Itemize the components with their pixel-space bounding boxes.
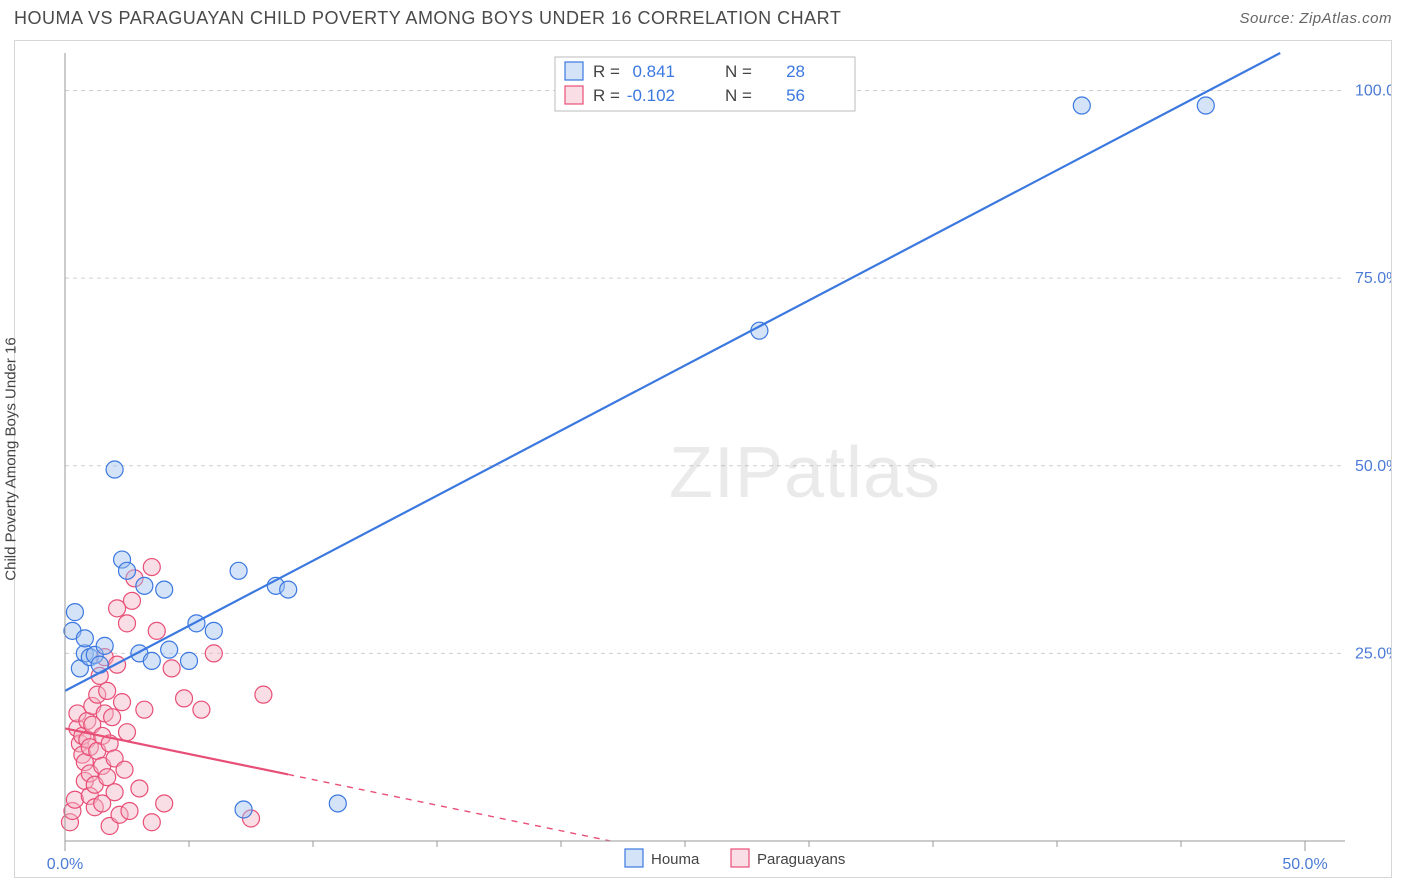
svg-text:50.0%: 50.0% <box>1282 856 1327 873</box>
legend-swatch <box>731 849 749 867</box>
data-point <box>106 461 123 478</box>
data-point <box>156 795 173 812</box>
data-point <box>148 622 165 639</box>
svg-text:N =: N = <box>725 86 752 105</box>
data-point <box>131 780 148 797</box>
data-point <box>119 724 136 741</box>
data-point <box>114 694 131 711</box>
data-point <box>116 761 133 778</box>
svg-text:25.0%: 25.0% <box>1355 645 1391 662</box>
data-point <box>161 641 178 658</box>
legend-label: Paraguayans <box>757 851 845 868</box>
data-point <box>181 652 198 669</box>
regression-line <box>65 53 1280 691</box>
svg-text:0.0%: 0.0% <box>47 856 83 873</box>
svg-text:R =: R = <box>593 62 620 81</box>
data-point <box>121 802 138 819</box>
data-point <box>66 604 83 621</box>
scatter-chart: 25.0% 50.0% 75.0% 100.0% ZIPatlas 0.0% 50.0% R … <box>15 41 1391 877</box>
data-point <box>104 709 121 726</box>
data-point <box>156 581 173 598</box>
data-point <box>136 577 153 594</box>
data-point <box>66 791 83 808</box>
data-point <box>106 784 123 801</box>
chart-container: Child Poverty Among Boys Under 16 25.0%5… <box>14 40 1392 878</box>
data-point <box>143 559 160 576</box>
data-point <box>109 600 126 617</box>
data-point <box>193 701 210 718</box>
data-point <box>99 682 116 699</box>
svg-text:100.0%: 100.0% <box>1355 83 1391 100</box>
data-point <box>205 645 222 662</box>
data-point <box>143 814 160 831</box>
data-point <box>119 562 136 579</box>
data-point <box>143 652 160 669</box>
data-point <box>255 686 272 703</box>
svg-text:-0.102: -0.102 <box>627 86 675 105</box>
data-point <box>235 801 252 818</box>
svg-text:50.0%: 50.0% <box>1355 458 1391 475</box>
svg-text:75.0%: 75.0% <box>1355 270 1391 287</box>
data-point <box>176 690 193 707</box>
legend-swatch <box>625 849 643 867</box>
data-point <box>136 701 153 718</box>
data-point <box>280 581 297 598</box>
data-point <box>163 660 180 677</box>
legend-label: Houma <box>651 851 700 868</box>
data-point <box>205 622 222 639</box>
y-axis-label: Child Poverty Among Boys Under 16 <box>3 337 20 580</box>
data-point <box>1073 97 1090 114</box>
data-point <box>76 630 93 647</box>
data-point <box>1197 97 1214 114</box>
svg-text:56: 56 <box>786 86 805 105</box>
chart-title: HOUMA VS PARAGUAYAN CHILD POVERTY AMONG … <box>14 8 841 29</box>
chart-source: Source: ZipAtlas.com <box>1239 10 1392 27</box>
data-point <box>188 615 205 632</box>
svg-text:28: 28 <box>786 62 805 81</box>
svg-text:R =: R = <box>593 86 620 105</box>
data-point <box>99 769 116 786</box>
svg-text:ZIPatlas: ZIPatlas <box>669 433 941 513</box>
data-point <box>96 637 113 654</box>
data-point <box>329 795 346 812</box>
svg-text:0.841: 0.841 <box>632 62 675 81</box>
svg-text:N =: N = <box>725 62 752 81</box>
data-point <box>119 615 136 632</box>
data-point <box>230 562 247 579</box>
